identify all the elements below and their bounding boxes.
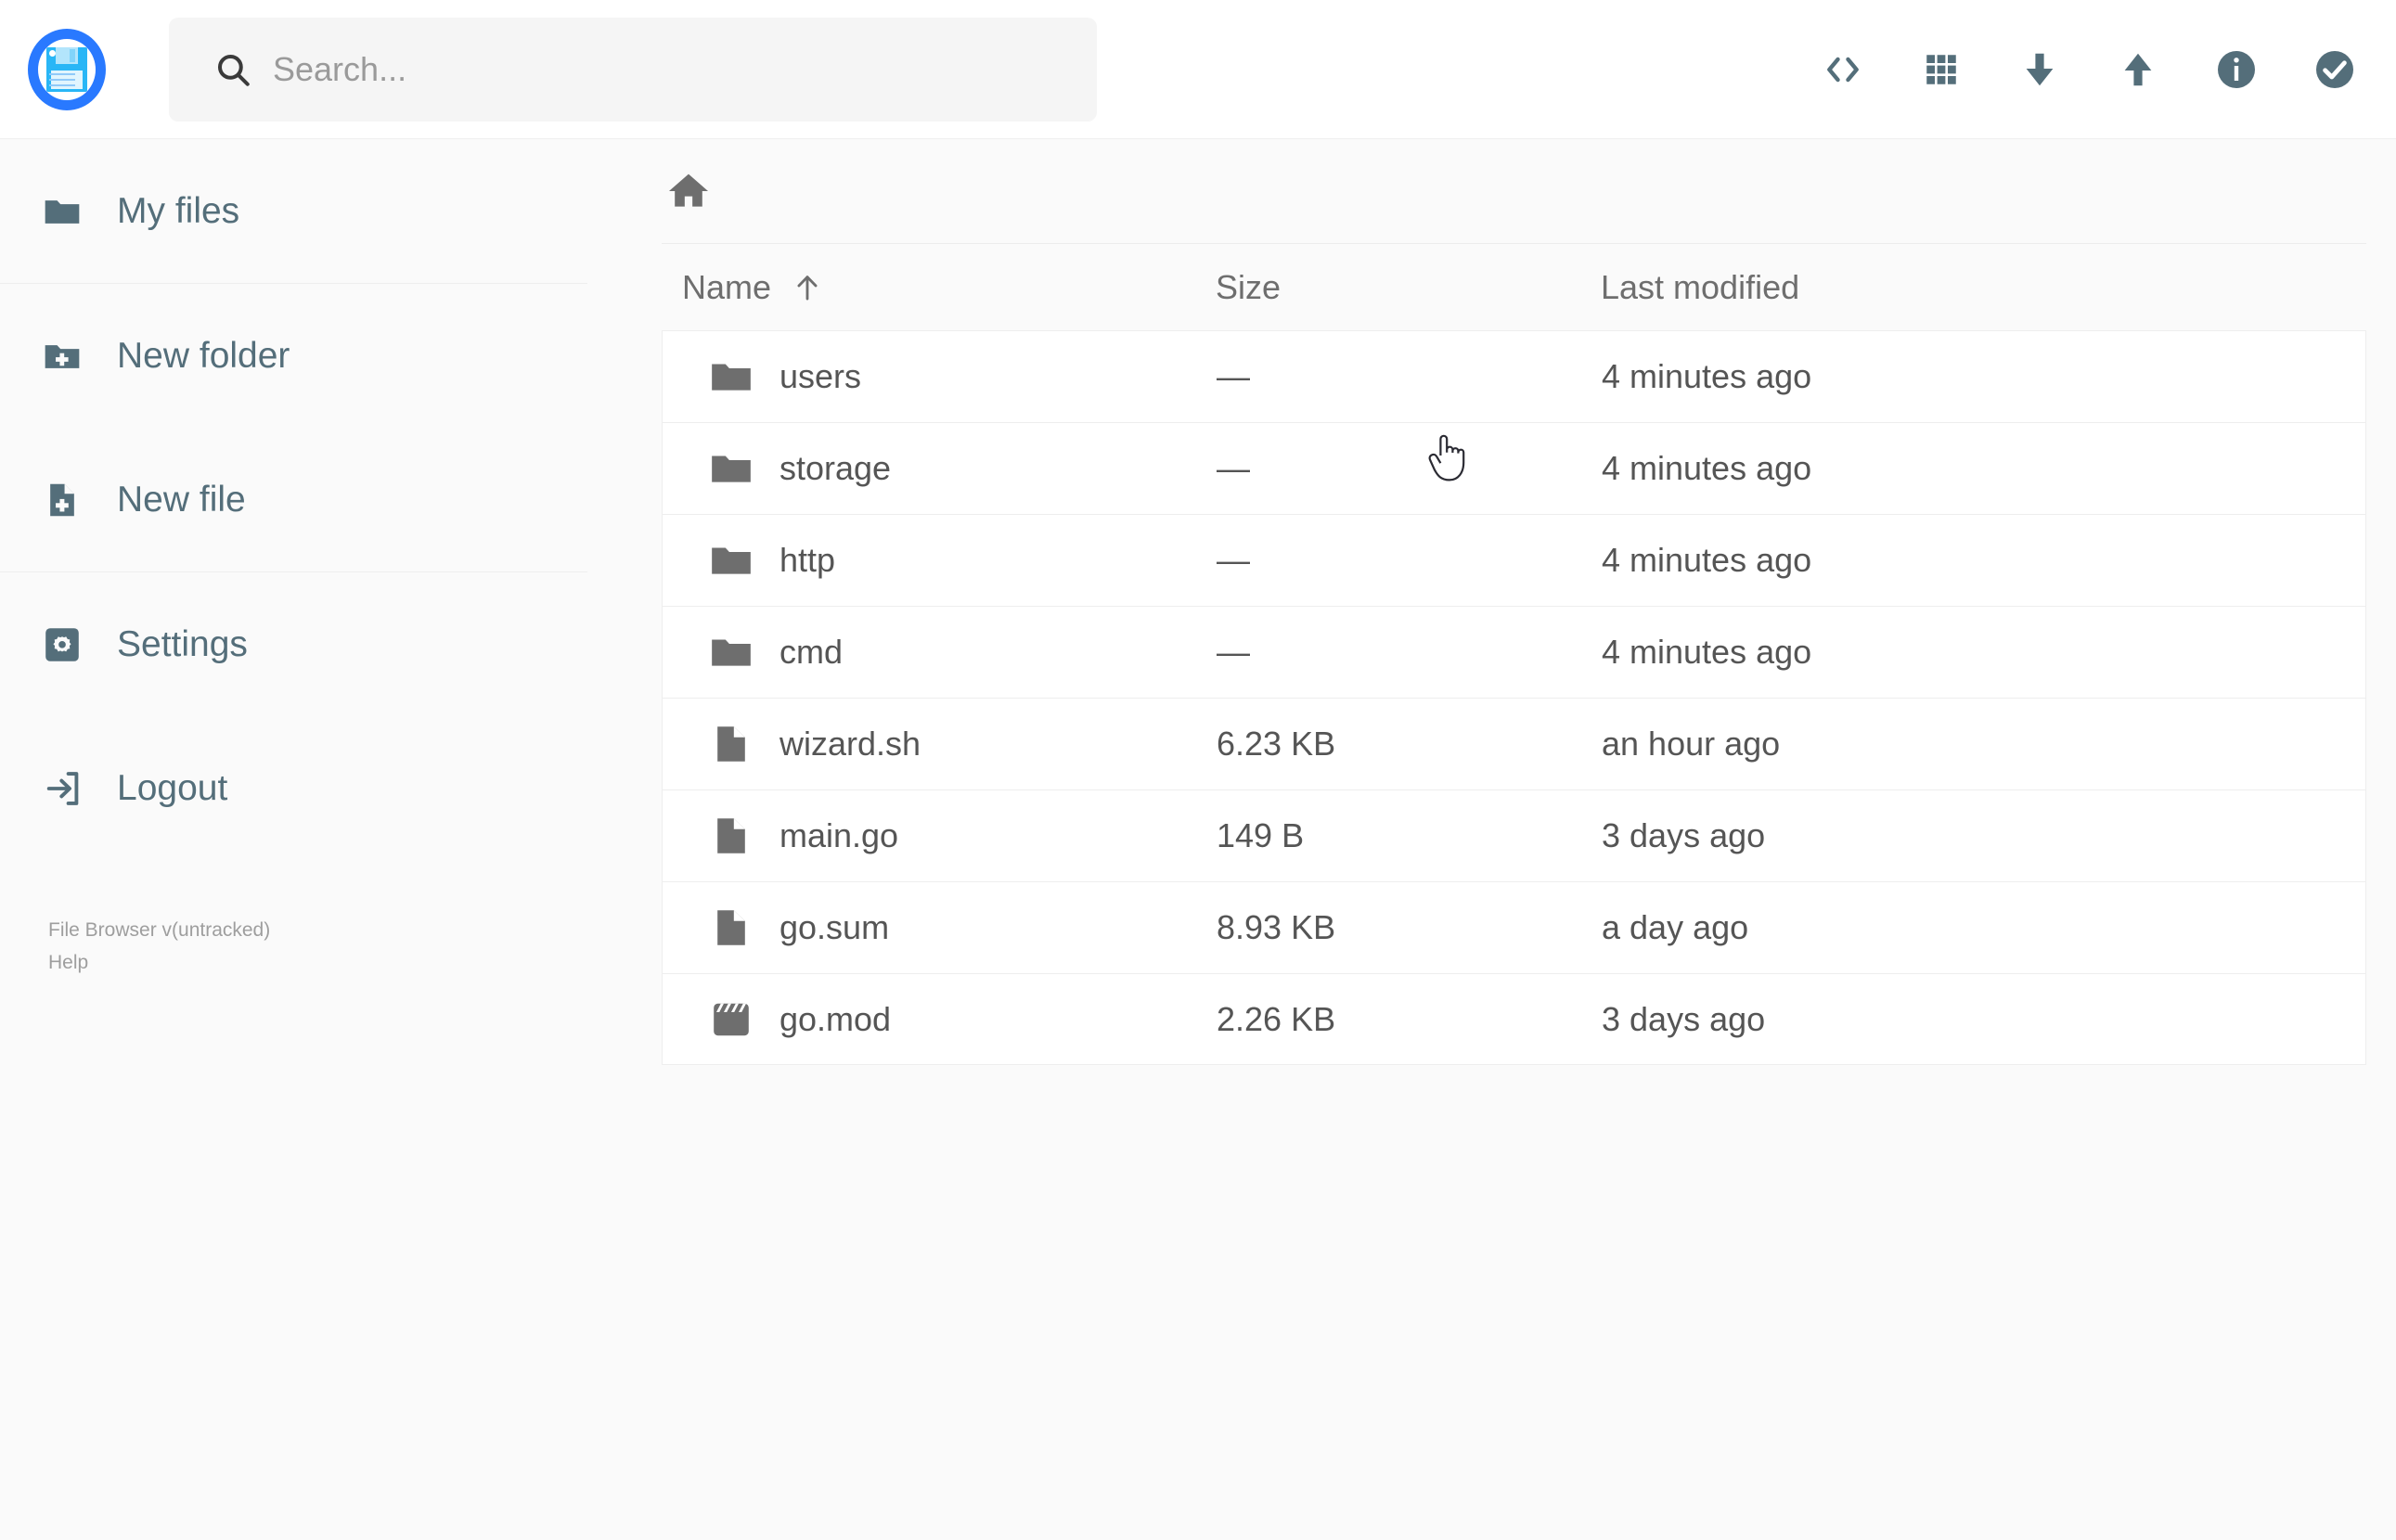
- floppy-disk-icon: [24, 27, 109, 112]
- sidebar-footer: File Browser v(untracked) Help: [0, 914, 662, 979]
- sidebar-item-label: Settings: [117, 623, 248, 664]
- file-size: 8.93 KB: [1217, 908, 1336, 946]
- column-header-name[interactable]: Name: [682, 268, 1216, 307]
- sidebar-item-label: New folder: [117, 335, 290, 376]
- file-name: storage: [779, 449, 892, 487]
- sidebar-item-label: Logout: [117, 767, 228, 808]
- file-size: —: [1217, 449, 1250, 487]
- header-actions: [1821, 47, 2357, 92]
- file-size: 6.23 KB: [1217, 725, 1336, 763]
- main-content: Name Size Last modified: [662, 139, 2396, 1540]
- column-header-size[interactable]: Size: [1216, 268, 1601, 307]
- file-name: cmd: [779, 633, 844, 671]
- download-icon[interactable]: [2017, 47, 2062, 92]
- table-row[interactable]: wizard.sh 6.23 KB an hour ago: [662, 698, 2366, 789]
- info-icon[interactable]: [2214, 47, 2259, 92]
- arrow-up-icon: [792, 270, 823, 305]
- table-row[interactable]: go.sum 8.93 KB a day ago: [662, 881, 2366, 973]
- file-name: users: [779, 357, 862, 395]
- app-header: Search...: [0, 0, 2396, 139]
- column-header-modified-label: Last modified: [1601, 267, 1800, 306]
- code-icon[interactable]: [1821, 47, 1865, 92]
- search-input[interactable]: Search...: [169, 17, 1097, 122]
- sidebar: My files New folder New file: [0, 139, 662, 1540]
- help-link[interactable]: Help: [48, 952, 89, 973]
- file-name: http: [779, 541, 836, 579]
- file-modified: 4 minutes ago: [1602, 449, 1812, 487]
- file-icon: [707, 902, 755, 954]
- folder-icon: [707, 626, 755, 678]
- upload-icon[interactable]: [2116, 47, 2160, 92]
- file-table: Name Size Last modified: [662, 243, 2366, 1065]
- table-header-row: Name Size Last modified: [662, 243, 2366, 330]
- file-modified: a day ago: [1602, 908, 1749, 946]
- version-text: File Browser v(untracked): [48, 919, 271, 941]
- file-icon: [707, 718, 755, 770]
- file-modified: 3 days ago: [1602, 816, 1766, 854]
- table-row[interactable]: main.go 149 B 3 days ago: [662, 789, 2366, 881]
- file-modified: 3 days ago: [1602, 999, 1766, 1038]
- file-name: go.mod: [779, 999, 892, 1038]
- logo-button[interactable]: [22, 25, 111, 114]
- search-icon: [213, 50, 252, 89]
- file-size: 2.26 KB: [1217, 999, 1336, 1038]
- logout-icon: [41, 767, 84, 810]
- column-header-modified[interactable]: Last modified: [1601, 268, 2046, 307]
- file-size: —: [1217, 633, 1250, 671]
- check-circle-icon[interactable]: [2312, 47, 2357, 92]
- sidebar-item-label: New file: [117, 479, 246, 520]
- home-icon[interactable]: [664, 167, 713, 215]
- file-modified: 4 minutes ago: [1602, 357, 1812, 395]
- table-row[interactable]: cmd — 4 minutes ago: [662, 606, 2366, 698]
- column-header-name-label: Name: [682, 267, 772, 306]
- file-plus-icon: [41, 479, 84, 521]
- sidebar-item-new-folder[interactable]: New folder: [0, 284, 662, 428]
- table-row[interactable]: go.mod 2.26 KB 3 days ago: [662, 973, 2366, 1065]
- folder-icon: [707, 351, 755, 403]
- file-size: 149 B: [1217, 816, 1305, 854]
- breadcrumb: [662, 139, 2396, 243]
- file-modified: 4 minutes ago: [1602, 541, 1812, 579]
- folder-icon: [707, 443, 755, 494]
- gear-icon: [41, 623, 84, 666]
- table-row[interactable]: storage — 4 minutes ago: [662, 422, 2366, 514]
- file-name: main.go: [779, 816, 899, 854]
- sidebar-divider: [0, 571, 587, 572]
- file-name: wizard.sh: [779, 725, 921, 763]
- sidebar-divider: [0, 283, 587, 284]
- grid-view-icon[interactable]: [1919, 47, 1964, 92]
- folder-icon: [707, 534, 755, 586]
- file-size: —: [1217, 541, 1250, 579]
- folder-plus-icon: [41, 335, 84, 378]
- search-placeholder: Search...: [273, 49, 407, 88]
- file-size: —: [1217, 357, 1250, 395]
- file-name: go.sum: [779, 908, 890, 946]
- table-row[interactable]: users — 4 minutes ago: [662, 330, 2366, 422]
- folder-icon: [41, 190, 84, 233]
- table-row[interactable]: http — 4 minutes ago: [662, 514, 2366, 606]
- file-icon: [707, 810, 755, 862]
- file-modified: an hour ago: [1602, 725, 1781, 763]
- clapperboard-icon: [707, 994, 755, 1046]
- sidebar-item-label: My files: [117, 190, 240, 231]
- sidebar-item-settings[interactable]: Settings: [0, 572, 662, 716]
- file-modified: 4 minutes ago: [1602, 633, 1812, 671]
- sidebar-item-new-file[interactable]: New file: [0, 428, 662, 571]
- column-header-size-label: Size: [1216, 267, 1282, 306]
- sidebar-item-logout[interactable]: Logout: [0, 716, 662, 860]
- sidebar-item-my-files[interactable]: My files: [0, 139, 662, 283]
